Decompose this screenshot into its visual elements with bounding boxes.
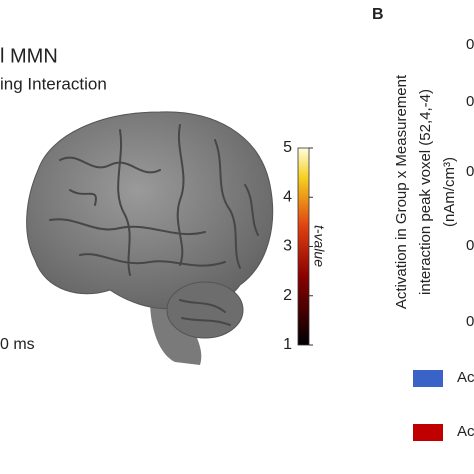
legend-label: Ac (457, 369, 474, 386)
legend-swatch (413, 424, 443, 441)
y-axis-label-line: interaction peak voxel (52,4,-4) (417, 89, 434, 295)
y-tick-fragment: 0 (466, 163, 474, 180)
colorbar-tick-label: 4 (283, 188, 292, 205)
colorbar-ticks: 1 2 3 4 5 (283, 139, 313, 353)
y-axis-label-line: Activation in Group x Measurement (393, 74, 410, 309)
legend: Ac Ac (413, 369, 474, 441)
panel-title: l MMN (0, 45, 58, 67)
panel-subtitle: ing Interaction (0, 74, 107, 93)
brain (26, 111, 274, 365)
time-label: 0 ms (0, 336, 35, 353)
y-axis-label: Activation in Group x Measurement interac… (393, 74, 458, 309)
colorbar-tick-label: 1 (283, 336, 292, 353)
y-axis-label-line: (nAm/cm³) (441, 157, 458, 227)
colorbar-tick-label: 3 (283, 238, 292, 255)
colorbar-label: t-value (311, 225, 327, 267)
colorbar-tick-label: 5 (283, 139, 292, 156)
y-tick-fragments: 0 0 0 0 0 (466, 36, 474, 330)
legend-swatch (413, 370, 443, 387)
colorbar-tick-label: 2 (283, 287, 292, 304)
y-tick-fragment: 0 (466, 93, 474, 110)
legend-label: Ac (457, 423, 474, 440)
y-tick-fragment: 0 (466, 313, 474, 330)
colorbar (297, 147, 310, 346)
panel-label: B (372, 6, 384, 23)
y-tick-fragment: 0 (466, 237, 474, 254)
y-tick-fragment: 0 (466, 36, 474, 53)
